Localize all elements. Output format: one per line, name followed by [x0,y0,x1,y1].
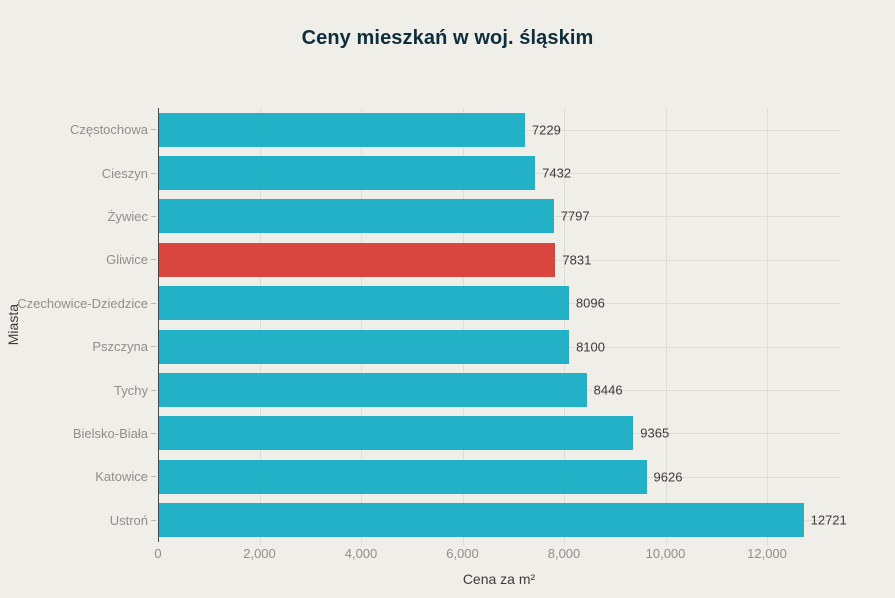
bar [158,286,569,321]
x-tick-label: 2,000 [243,546,276,561]
vertical-gridline [462,108,464,546]
bar-value-label: 8446 [593,382,623,398]
vertical-gridline [767,108,769,546]
category-tick-mark [151,215,156,217]
bar-value-label: 9365 [640,425,670,441]
category-row: Żywiec [0,195,156,238]
bar-row: 9626 [158,455,840,498]
category-row: Cieszyn [0,151,156,194]
x-axis-title: Cena za m² [462,571,536,587]
plot-area: 7229 7432 7797 7831 8096 8100 8446 9365 9626 1272… [158,108,847,546]
x-tick-label: 10,000 [645,546,686,561]
bar [158,329,570,364]
bar [158,416,634,451]
category-row: Tychy [0,368,156,411]
category-label: Katowice [95,469,148,485]
x-tick-label: 4,000 [344,546,378,561]
category-axis: Częstochowa Cieszyn Żywiec Gliwice Czechowic… [0,108,156,542]
x-tick-label: 6,000 [446,546,479,561]
category-tick-mark [151,476,156,478]
category-row: Czechowice-Dziedzice [0,282,156,325]
bar [158,503,804,538]
bar-highlighted [158,242,556,277]
category-label: Gliwice [106,252,148,268]
category-label: Ustroń [109,512,148,528]
category-label: Tychy [114,382,148,398]
bar [158,156,536,191]
x-tick-label: 12,000 [747,546,787,561]
bar-value-label: 9626 [653,469,683,485]
y-axis-line [158,108,159,542]
bar [158,112,525,147]
bar-row: 7831 [158,238,840,281]
category-tick-mark [151,346,156,348]
category-row: Katowice [0,455,156,498]
category-row: Ustroń [0,499,156,542]
bar-row: 8446 [158,368,840,411]
x-tick-label: 8,000 [547,546,581,561]
bar-value-label: 7797 [560,208,590,224]
category-label: Czechowice-Dziedzice [17,295,148,311]
vertical-gridline [361,108,362,546]
x-axis-ticks: 0 2,000 4,000 6,000 8,000 10,000 12,000 [154,546,840,562]
category-row: Pszczyna [0,325,156,368]
vertical-gridline [564,108,565,546]
bar [158,373,587,408]
category-tick-mark [151,302,156,304]
category-tick-mark [151,129,156,131]
category-row: Bielsko-Biała [0,412,156,455]
bar-value-label: 12721 [810,512,847,528]
bar [158,199,554,234]
category-tick-mark [151,389,156,391]
bar-row: 8100 [158,325,840,368]
bar-value-label: 7831 [562,252,592,268]
category-label: Cieszyn [101,165,148,181]
bar-row: 8096 [158,282,840,325]
x-tick-label: 0 [154,546,162,561]
bar [158,459,647,494]
bar-row: 9365 [158,412,840,455]
category-tick-mark [151,172,156,174]
category-label: Żywiec [107,208,148,224]
bar-value-label: 7229 [531,122,561,138]
category-tick-mark [151,432,156,434]
category-label: Bielsko-Biała [72,425,148,441]
category-tick-mark [151,519,156,521]
bar-row: 7432 [158,151,840,194]
chart-title: Ceny mieszkań w woj. śląskim [301,27,594,49]
category-row: Gliwice [0,238,156,281]
bar-value-label: 8100 [576,339,605,355]
vertical-gridline [665,108,667,546]
category-label: Częstochowa [69,122,148,138]
category-row: Częstochowa [0,108,156,151]
bar-row: 7797 [158,195,840,238]
bar-value-label: 7432 [542,165,572,181]
bar-row: 12721 [158,499,847,542]
bar-row: 7229 [158,108,840,151]
bar-value-label: 8096 [575,295,605,311]
vertical-gridline [259,108,261,546]
category-tick-mark [151,259,156,261]
category-label: Pszczyna [92,339,148,355]
